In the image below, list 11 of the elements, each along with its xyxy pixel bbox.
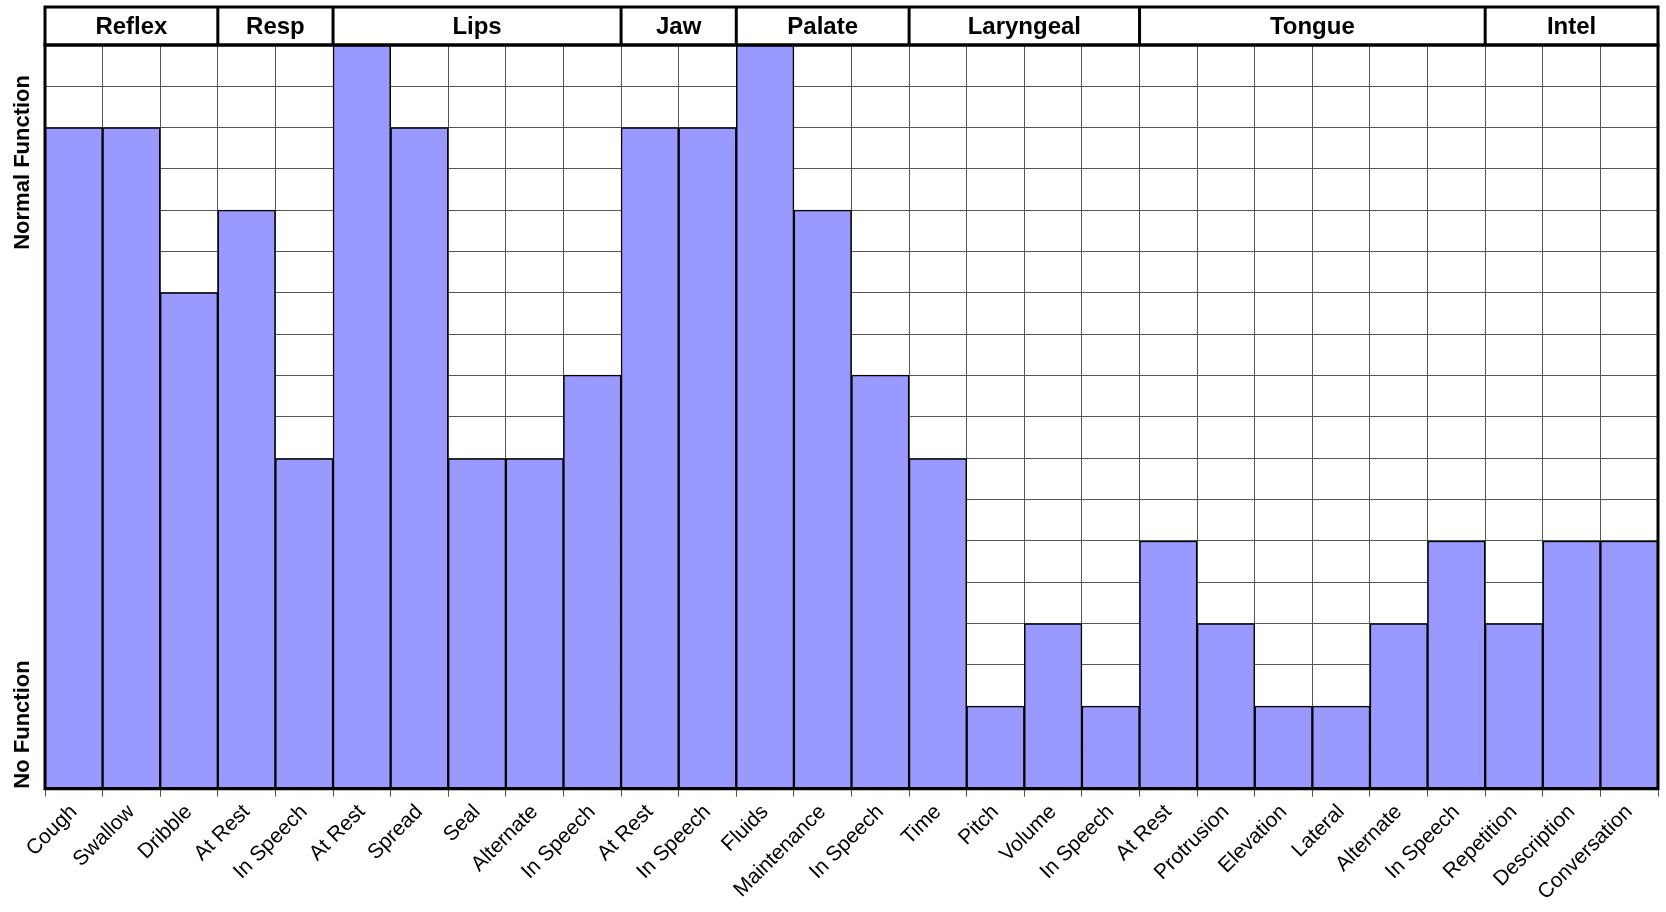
- text: Resp: [246, 11, 305, 39]
- text: Palate: [787, 11, 859, 39]
- text: Lips: [452, 11, 502, 39]
- text: Tongue: [1269, 11, 1355, 39]
- x-tick-label: Time: [896, 799, 945, 848]
- text: No Function: [9, 660, 35, 789]
- text: Normal Function: [9, 74, 35, 250]
- text: Laryngeal: [967, 11, 1082, 39]
- text: Jaw: [655, 11, 702, 39]
- text: Reflex: [95, 11, 169, 39]
- text: Intel: [1546, 11, 1597, 39]
